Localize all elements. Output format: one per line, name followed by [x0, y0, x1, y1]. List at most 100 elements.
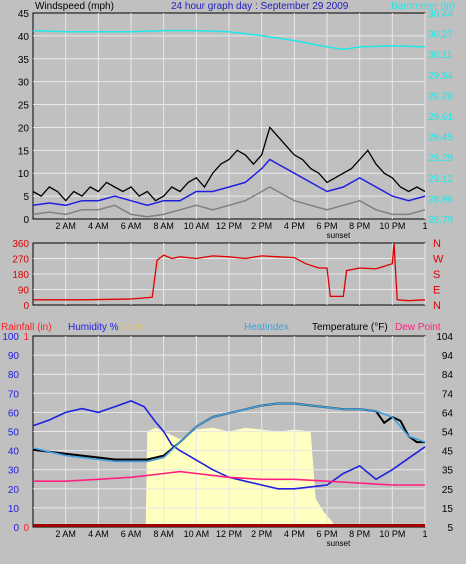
- wind-x-tick-label: 4 AM: [88, 221, 109, 231]
- barometer-y-tick-label: 29.45: [428, 133, 453, 144]
- humidity-y-tick-label: 20: [8, 485, 20, 496]
- wind-x-tick-label: 1: [422, 221, 427, 231]
- dewpoint-legend-label: Dew Point: [395, 322, 441, 333]
- wind-y-tick-label: 35: [18, 55, 30, 66]
- temperature-y-tick-label: 84: [442, 370, 454, 381]
- temperature-x-tick-label: 6 PM: [316, 529, 337, 539]
- temperature-y-tick-label: 94: [442, 351, 454, 362]
- humidity-y-tick-label: 80: [8, 370, 20, 381]
- wind-x-tick-label: 4 PM: [284, 221, 305, 231]
- barometer-y-tick-label: 28.96: [428, 194, 453, 205]
- humidity-y-tick-label: 0: [13, 523, 19, 534]
- wind-x-tick-label: 6 AM: [121, 221, 142, 231]
- direction-y-tick-label: 360: [12, 239, 29, 250]
- wind-x-tick-label: 8 PM: [349, 221, 370, 231]
- temperature-x-tick-label: 2 PM: [251, 529, 272, 539]
- wind-y-tick-label: 25: [18, 101, 30, 112]
- rainfall-legend-label: Rainfall (in): [1, 322, 52, 333]
- wind-y-tick-label: 10: [18, 169, 30, 180]
- dewpoint-series-line: [33, 470, 425, 486]
- barometer-y-tick-label: 30.44: [428, 9, 453, 20]
- solar-legend-label: Solar: [120, 322, 144, 333]
- direction-y-tick-label: 90: [18, 286, 30, 297]
- barometer-axis-label: Barometer (in): [391, 1, 455, 12]
- humidity-series-line: [32, 400, 426, 490]
- compass-label: E: [433, 285, 440, 297]
- barometer-series-line: [32, 29, 426, 51]
- wind-x-tick-label: 10 PM: [379, 221, 405, 231]
- compass-label: N: [433, 300, 441, 312]
- gust-series-line: [32, 126, 426, 202]
- wind-x-tick-label: 8 AM: [153, 221, 174, 231]
- temperature-x-tick-label: 4 AM: [88, 529, 109, 539]
- wind-y-tick-label: 0: [23, 215, 29, 226]
- temperature-sunset-label: sunset: [327, 539, 351, 548]
- temperature-y-tick-label: 15: [442, 504, 454, 515]
- wind-x-tick-label: 2 AM: [55, 221, 76, 231]
- temperature-x-tick-label: 4 PM: [284, 529, 305, 539]
- temperature-x-tick-label: 6 AM: [121, 529, 142, 539]
- wind-y-tick-label: 15: [18, 146, 30, 157]
- temperature-x-tick-label: 8 PM: [349, 529, 370, 539]
- humidity-legend-label: Humidity %: [68, 322, 119, 333]
- direction-y-tick-label: 0: [23, 301, 29, 312]
- humidity-y-tick-label: 60: [8, 408, 20, 419]
- barometer-y-tick-label: 30.27: [428, 30, 453, 41]
- barometer-y-tick-label: 30.11: [428, 50, 453, 61]
- humidity-y-tick-label: 70: [8, 389, 20, 400]
- wind_min-series-line: [32, 186, 426, 218]
- windspeed-axis-label: Windspeed (mph): [35, 1, 114, 12]
- chart-title: 24 hour graph day : September 29 2009: [171, 1, 349, 12]
- temperature-y-tick-label: 45: [442, 447, 454, 458]
- humidity-y-tick-label: 30: [8, 466, 20, 477]
- wind-x-tick-label: 6 PM: [316, 221, 337, 231]
- compass-label: S: [433, 269, 440, 281]
- temperature-y-tick-label: 74: [442, 389, 454, 400]
- direction-y-tick-label: 270: [12, 255, 29, 266]
- wind-sunset-label: sunset: [327, 231, 351, 240]
- temperature-x-tick-label: 8 AM: [153, 529, 174, 539]
- temperature-x-tick-label: 1: [422, 529, 427, 539]
- compass-label: N: [433, 238, 441, 250]
- wind-x-tick-label: 10 AM: [184, 221, 210, 231]
- temperature-x-tick-label: 10 PM: [379, 529, 405, 539]
- barometer-y-tick-label: 28.79: [428, 215, 453, 226]
- humidity-y-tick-label: 40: [8, 447, 20, 458]
- temperature-y-tick-label: 64: [442, 408, 454, 419]
- humidity-y-tick-label: 100: [2, 332, 19, 343]
- wind-x-tick-label: 12 PM: [216, 221, 242, 231]
- wind-y-tick-label: 5: [23, 192, 29, 203]
- wind-y-tick-label: 20: [18, 123, 30, 134]
- humidity-y-tick-label: 50: [8, 428, 20, 439]
- rainfall-y-tick-label: 0: [23, 523, 29, 534]
- rainfall-y-tick-label: 1: [23, 332, 29, 343]
- rainfall-bar: [33, 524, 425, 527]
- wind-series-line: [32, 158, 426, 207]
- direction-y-tick-label: 180: [12, 270, 29, 281]
- temperature-y-tick-label: 25: [442, 485, 454, 496]
- barometer-y-tick-label: 29.29: [428, 153, 453, 164]
- wind-y-tick-label: 30: [18, 78, 30, 89]
- heatindex-series-line: [32, 402, 426, 463]
- temperature-x-tick-label: 2 AM: [55, 529, 76, 539]
- temperature-y-tick-label: 35: [442, 466, 454, 477]
- temperature-y-tick-label: 5: [447, 523, 453, 534]
- humidity-y-tick-label: 10: [8, 504, 20, 515]
- compass-label: W: [433, 254, 444, 266]
- temperature-legend-label: Temperature (°F): [312, 322, 388, 333]
- heatindex-legend-label: Heatindex: [244, 322, 289, 333]
- barometer-y-tick-label: 29.12: [428, 174, 453, 185]
- barometer-y-tick-label: 29.61: [428, 112, 453, 123]
- temperature-x-tick-label: 12 PM: [216, 529, 242, 539]
- temperature-y-tick-label: 104: [436, 332, 453, 343]
- humidity-y-tick-label: 90: [8, 351, 20, 362]
- temperature-y-tick-label: 54: [442, 428, 454, 439]
- wind-y-tick-label: 40: [18, 32, 30, 43]
- barometer-y-tick-label: 29.78: [428, 91, 453, 102]
- wind-y-tick-label: 45: [18, 9, 30, 20]
- temperature-x-tick-label: 10 AM: [184, 529, 210, 539]
- wind-x-tick-label: 2 PM: [251, 221, 272, 231]
- direction-series-line: [33, 242, 426, 302]
